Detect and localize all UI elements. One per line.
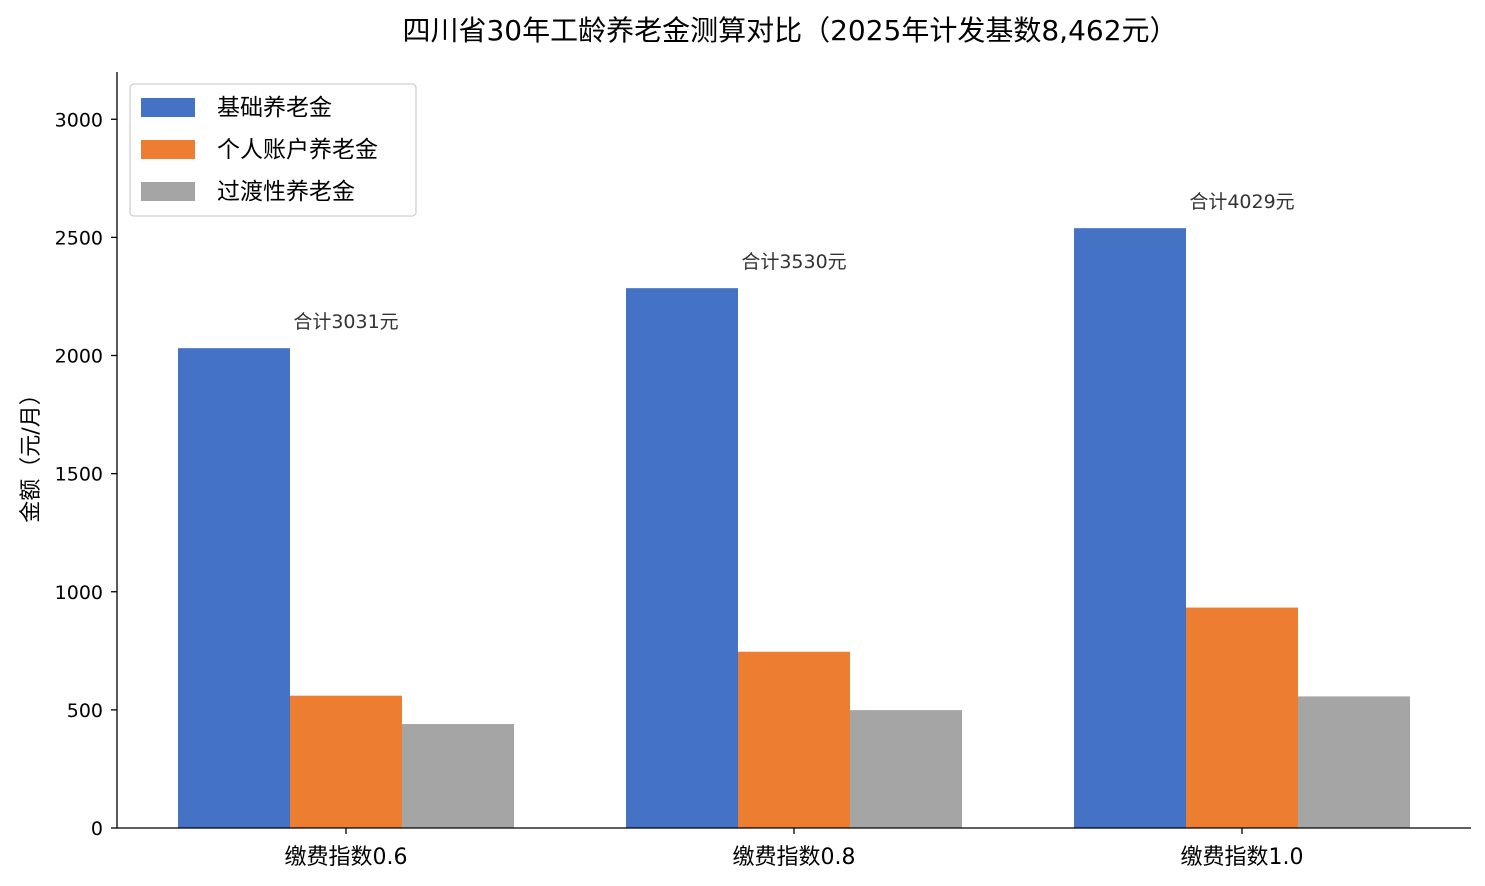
bar (626, 288, 738, 828)
legend-swatch (141, 140, 195, 159)
legend-label: 过渡性养老金 (217, 179, 355, 205)
total-annotation: 合计4029元 (1189, 191, 1294, 213)
y-tick-label: 1500 (55, 464, 103, 486)
y-tick-label: 500 (67, 700, 103, 722)
legend-box (129, 83, 417, 217)
bar (1074, 228, 1186, 828)
legend-swatch (141, 182, 195, 201)
y-tick-label: 2000 (55, 346, 103, 368)
x-tick-label: 缴费指数0.6 (285, 845, 408, 870)
plot-area: 0 500 1000 1500 2000 2500 3000 缴费指数0.6 缴费指数0.8 缴费… (55, 72, 1471, 870)
bar (1298, 696, 1410, 828)
chart-title: 四川省30年工龄养老金测算对比（2025年计发基数8,462元） (402, 14, 1177, 47)
x-tick-label: 缴费指数0.8 (733, 845, 856, 870)
y-tick-label: 1000 (55, 582, 103, 604)
bar (738, 651, 850, 828)
bar (178, 348, 290, 828)
y-tick-label: 2500 (55, 227, 103, 249)
y-axis-label: 金额（元/月） (19, 383, 44, 522)
total-annotation: 合计3031元 (293, 311, 398, 333)
legend-swatch (141, 98, 195, 117)
total-annotation: 合计3530元 (741, 251, 846, 273)
bar (1186, 607, 1298, 828)
y-tick-label: 3000 (55, 109, 103, 131)
legend-label: 个人账户养老金 (217, 137, 378, 163)
y-tick-label: 0 (91, 818, 103, 840)
legend-label: 基础养老金 (217, 95, 332, 121)
x-tick-label: 缴费指数1.0 (1181, 845, 1304, 870)
bar (850, 710, 962, 828)
bar (290, 695, 402, 828)
bar (402, 724, 514, 828)
